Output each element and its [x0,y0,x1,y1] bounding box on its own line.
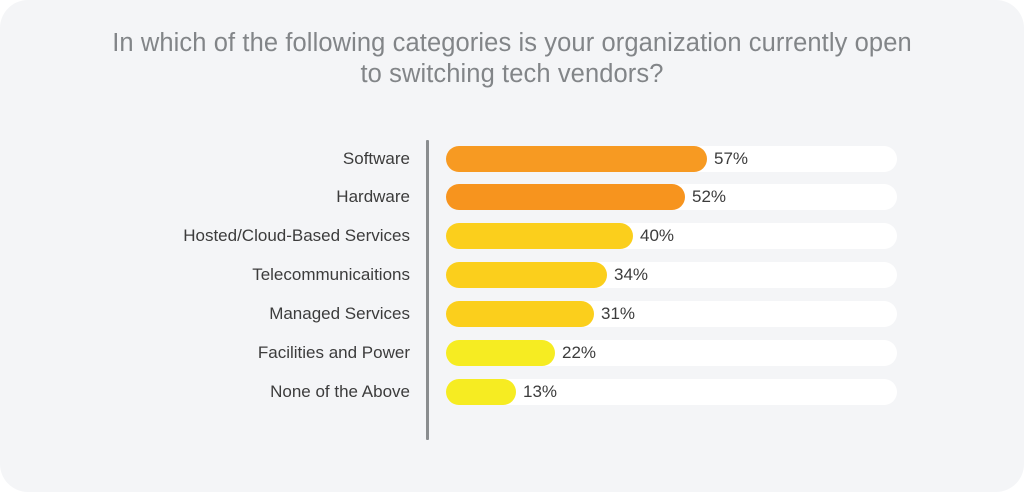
bar-value-label: 57% [714,149,749,168]
bar-fill [446,301,594,327]
bar-track [446,146,897,172]
category-label: Facilities and Power [257,343,410,362]
category-label: Software [342,149,410,168]
category-label: Managed Services [269,304,410,323]
chart-title: In which of the following categories is … [112,29,912,88]
bar-row: Telecommunicaitions 34% [0,256,1024,294]
bar-value-label: 34% [614,265,649,284]
bar-fill [446,146,707,172]
bar-chart-plot-area: Software 57% Hardware 52% Hosted/Cloud-B… [0,140,1024,442]
bar-fill [446,223,633,249]
bar-row: Managed Services 31% [0,295,1024,333]
bar-track [446,301,897,327]
bar-fill [446,262,607,288]
bar-fill [446,340,555,366]
category-label: Hosted/Cloud-Based Services [183,226,410,245]
bar-value-label: 40% [640,226,675,245]
category-axis-line [426,140,429,440]
bar-track [446,379,897,405]
bar-row: None of the Above 13% [0,373,1024,411]
bar-track [446,184,897,210]
bar-track [446,340,897,366]
bar-row: Hardware 52% [0,178,1024,216]
bar-fill [446,184,685,210]
bar-track [446,223,897,249]
category-label: Hardware [336,187,410,206]
category-label: Telecommunicaitions [252,265,410,284]
bar-value-label: 52% [692,187,727,206]
bar-value-label: 31% [601,304,636,323]
category-label: None of the Above [270,382,410,401]
bar-fill [446,379,516,405]
bar-row: Software 57% [0,140,1024,178]
bar-value-label: 13% [523,382,558,401]
bar-row: Hosted/Cloud-Based Services 40% [0,217,1024,255]
bar-track [446,262,897,288]
bar-row: Facilities and Power 22% [0,334,1024,372]
bar-value-label: 22% [562,343,597,362]
